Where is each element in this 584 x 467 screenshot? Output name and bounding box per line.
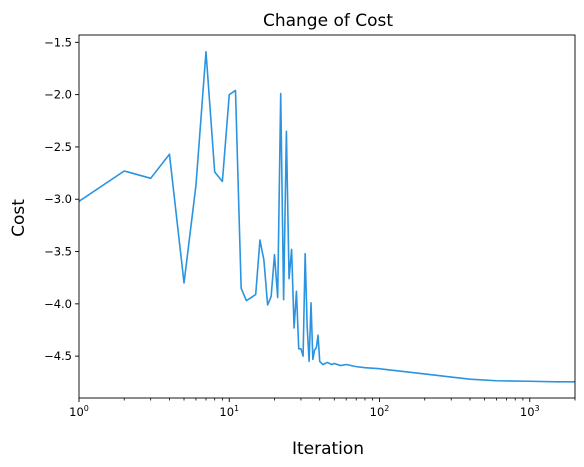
series-line-0	[79, 50, 575, 383]
plot-area: 100 101 102 103 −1.5 −2.0 −2.5 −3.0 −3.5 −4.0 −4.5	[44, 34, 576, 419]
y-tick-label: −2.5	[44, 140, 72, 154]
y-tick-label: −4.5	[44, 349, 72, 363]
y-tick-label: −4.0	[44, 297, 72, 311]
x-tick-label: 101	[219, 404, 239, 419]
y-tick-label: −3.0	[44, 192, 72, 206]
y-tick-label: −2.0	[44, 88, 72, 102]
x-tick-label: 100	[69, 404, 89, 419]
y-tick-label: −3.5	[44, 245, 72, 259]
y-tick-label: −1.5	[44, 35, 72, 49]
axes-frame	[78, 34, 576, 399]
x-tick-label: 103	[520, 404, 540, 419]
y-axis-label: Cost	[9, 199, 29, 237]
x-tick-label: 102	[370, 404, 390, 419]
x-axis-label: Iteration	[292, 439, 364, 459]
chart-title: Change of Cost	[263, 11, 393, 31]
